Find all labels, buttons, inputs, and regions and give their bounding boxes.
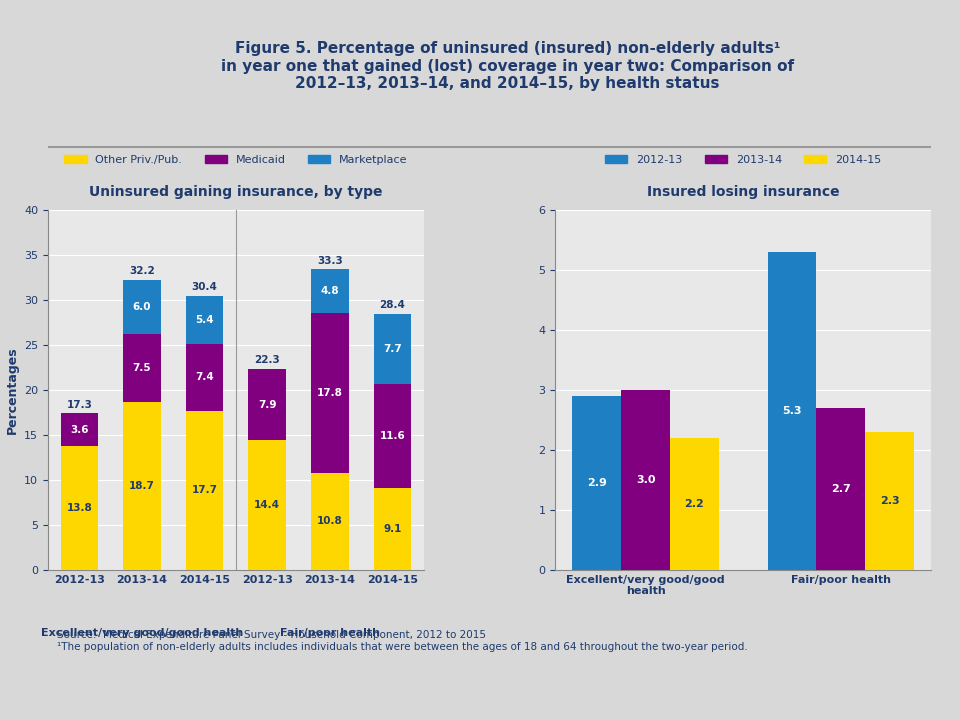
Bar <box>373 315 411 384</box>
Text: Source:  Medical Expenditure Panel Survey - Household Component, 2012 to 2015
¹T: Source: Medical Expenditure Panel Survey… <box>57 630 748 652</box>
Bar <box>311 473 348 570</box>
Bar <box>60 413 98 446</box>
Text: 3.6: 3.6 <box>70 425 88 435</box>
Bar <box>186 295 224 344</box>
Text: 11.6: 11.6 <box>379 431 405 441</box>
Bar <box>249 369 286 441</box>
Text: 10.8: 10.8 <box>317 516 343 526</box>
Text: 30.4: 30.4 <box>192 282 218 292</box>
Bar <box>865 432 914 570</box>
Text: 9.1: 9.1 <box>383 524 401 534</box>
Text: 32.2: 32.2 <box>129 266 155 276</box>
Text: Excellent/very good/good health: Excellent/very good/good health <box>41 629 243 639</box>
Text: 28.4: 28.4 <box>379 300 405 310</box>
Text: 5.3: 5.3 <box>782 406 802 416</box>
Text: 17.3: 17.3 <box>66 400 92 410</box>
Text: 2.9: 2.9 <box>587 478 607 488</box>
Bar <box>373 384 411 488</box>
Bar <box>123 402 160 570</box>
Text: 14.4: 14.4 <box>254 500 280 510</box>
Bar <box>123 280 160 334</box>
Text: 22.3: 22.3 <box>254 355 280 365</box>
Text: 2.7: 2.7 <box>831 484 851 494</box>
Bar <box>249 441 286 570</box>
Text: 17.8: 17.8 <box>317 387 343 397</box>
Bar <box>311 312 348 473</box>
Text: 7.5: 7.5 <box>132 363 152 373</box>
Text: 7.4: 7.4 <box>195 372 214 382</box>
Bar <box>186 410 224 570</box>
Text: 7.7: 7.7 <box>383 344 402 354</box>
Bar <box>311 269 348 312</box>
Text: Figure 5. Percentage of uninsured (insured) non-elderly adults¹
in year one that: Figure 5. Percentage of uninsured (insur… <box>221 41 794 91</box>
Title: Insured losing insurance: Insured losing insurance <box>647 185 840 199</box>
Text: 7.9: 7.9 <box>258 400 276 410</box>
Bar <box>817 408 865 570</box>
Text: Fair/poor health: Fair/poor health <box>280 629 380 639</box>
Text: 6.0: 6.0 <box>132 302 152 312</box>
Bar <box>60 446 98 570</box>
Legend: 2012-13, 2013-14, 2014-15: 2012-13, 2013-14, 2014-15 <box>601 150 886 170</box>
Text: 17.7: 17.7 <box>192 485 218 495</box>
Text: 5.4: 5.4 <box>195 315 214 325</box>
Bar <box>768 252 817 570</box>
Bar <box>670 438 719 570</box>
Text: 18.7: 18.7 <box>129 481 155 491</box>
Text: 3.0: 3.0 <box>636 475 656 485</box>
Text: 13.8: 13.8 <box>66 503 92 513</box>
Bar <box>123 334 160 402</box>
Text: 4.8: 4.8 <box>321 286 339 296</box>
Bar <box>373 488 411 570</box>
Y-axis label: Percentages: Percentages <box>6 346 18 434</box>
Title: Uninsured gaining insurance, by type: Uninsured gaining insurance, by type <box>89 185 383 199</box>
Text: 2.3: 2.3 <box>880 496 900 506</box>
Text: 2.2: 2.2 <box>684 499 705 509</box>
Text: 33.3: 33.3 <box>317 256 343 266</box>
Bar <box>572 396 621 570</box>
Bar <box>186 344 224 410</box>
Legend: Other Priv./Pub., Medicaid, Marketplace: Other Priv./Pub., Medicaid, Marketplace <box>60 150 412 170</box>
Bar <box>621 390 670 570</box>
